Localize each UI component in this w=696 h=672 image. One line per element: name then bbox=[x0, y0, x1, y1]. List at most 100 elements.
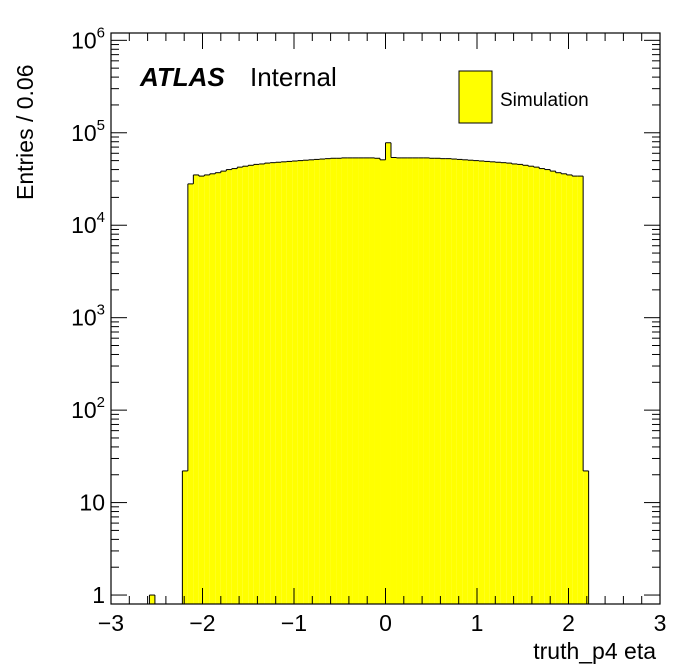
histogram-bin bbox=[495, 162, 501, 605]
legend-label: Simulation bbox=[500, 90, 589, 111]
axis-ticks bbox=[110, 33, 661, 604]
histogram-bin bbox=[401, 157, 408, 604]
histogram-bin bbox=[352, 157, 359, 604]
histogram-bin bbox=[561, 173, 567, 604]
y-tick-label: 106 bbox=[71, 24, 105, 53]
y-tick-label: 1 bbox=[92, 582, 105, 608]
histogram-bin bbox=[198, 176, 205, 604]
histogram-bin bbox=[484, 161, 490, 604]
x-tick-label: −1 bbox=[281, 610, 307, 636]
histogram-bin bbox=[319, 159, 326, 605]
histogram-bin bbox=[358, 157, 364, 604]
histogram-bin bbox=[336, 158, 342, 604]
histogram-bin bbox=[445, 158, 452, 604]
y-tick-labels: 1 10 102 103 104 105 106 bbox=[71, 24, 105, 608]
histogram-bin bbox=[550, 171, 556, 605]
histogram-bin bbox=[517, 164, 523, 604]
histogram-bin bbox=[292, 161, 298, 605]
histogram-bin bbox=[204, 174, 210, 604]
histogram-bars bbox=[148, 142, 590, 605]
histogram-bin bbox=[149, 595, 155, 604]
y-tick-label: 10 bbox=[79, 490, 105, 516]
y-tick-label: 105 bbox=[71, 117, 105, 146]
histogram-bin bbox=[242, 166, 249, 605]
histogram-bin bbox=[423, 157, 430, 604]
histogram-bin bbox=[369, 157, 375, 604]
histogram-bin bbox=[187, 183, 194, 604]
histogram-bin bbox=[478, 161, 485, 605]
histogram-bin bbox=[341, 157, 348, 604]
histogram-bin bbox=[380, 159, 386, 604]
histogram-bin bbox=[374, 158, 381, 604]
histogram-bin bbox=[572, 176, 578, 604]
histogram-bin bbox=[489, 161, 496, 605]
histogram-bin bbox=[286, 161, 293, 604]
histogram-bin bbox=[259, 163, 265, 605]
x-tick-label: −3 bbox=[98, 610, 124, 636]
histogram-bin bbox=[473, 160, 479, 604]
histogram-bin bbox=[325, 158, 331, 604]
histogram-bin bbox=[396, 157, 402, 604]
histogram-bin bbox=[220, 171, 227, 605]
histogram-bin bbox=[418, 157, 424, 604]
x-tick-label: 0 bbox=[379, 610, 392, 636]
y-tick-label: 102 bbox=[71, 394, 105, 423]
y-tick-label: 103 bbox=[71, 302, 105, 331]
histogram-bin bbox=[193, 174, 199, 604]
histogram-bin bbox=[231, 168, 238, 604]
internal-label: Internal bbox=[250, 62, 337, 92]
histogram-bin bbox=[429, 158, 435, 604]
x-tick-label: 3 bbox=[654, 610, 667, 636]
histogram-bin bbox=[270, 162, 276, 604]
histogram-bin bbox=[264, 163, 271, 605]
histogram-bin bbox=[209, 173, 216, 604]
histogram-bin bbox=[253, 164, 260, 604]
histogram-bin bbox=[440, 158, 446, 604]
x-tick-labels: −3 −2 −1 0 1 2 3 bbox=[98, 610, 667, 636]
histogram-bin bbox=[363, 157, 370, 604]
histogram-bin bbox=[385, 142, 391, 605]
histogram-bin bbox=[237, 167, 243, 604]
histogram-bin bbox=[314, 159, 320, 604]
histogram-bin bbox=[583, 470, 589, 604]
histogram-bin bbox=[281, 161, 287, 605]
x-tick-label: 1 bbox=[471, 610, 484, 636]
histogram-bin bbox=[511, 163, 518, 605]
histogram-bin bbox=[539, 168, 545, 604]
histogram-bin bbox=[451, 159, 457, 605]
histogram-bin bbox=[330, 158, 337, 604]
histogram-bin bbox=[390, 157, 397, 604]
x-tick-label: 2 bbox=[562, 610, 575, 636]
histogram-bin bbox=[506, 163, 512, 605]
histogram-bin bbox=[462, 159, 468, 604]
histogram-bin bbox=[226, 169, 232, 604]
histogram-bin bbox=[297, 160, 304, 604]
histogram-bin bbox=[308, 159, 315, 604]
x-axis-title: truth_p4 eta bbox=[533, 638, 656, 664]
histogram-bin bbox=[456, 159, 463, 604]
atlas-label: ATLAS bbox=[139, 62, 225, 92]
histogram-bin bbox=[528, 166, 534, 605]
histogram-bin bbox=[407, 157, 413, 604]
histogram-bin bbox=[500, 162, 507, 604]
histogram-bin bbox=[248, 165, 254, 605]
histogram-bin bbox=[555, 172, 562, 604]
x-tick-label: −2 bbox=[189, 610, 215, 636]
y-tick-label: 104 bbox=[71, 209, 105, 238]
histogram-bin bbox=[275, 162, 282, 605]
histogram-bin bbox=[533, 167, 540, 604]
histogram-bin bbox=[347, 157, 353, 604]
legend-swatch bbox=[458, 70, 493, 124]
histogram-bin bbox=[522, 165, 529, 605]
histogram-bin bbox=[215, 172, 221, 604]
histogram-bin bbox=[577, 176, 584, 604]
histogram-bin bbox=[182, 470, 188, 604]
histogram-bin bbox=[434, 158, 441, 604]
histogram-bin bbox=[412, 157, 419, 604]
histogram-bin bbox=[544, 169, 551, 604]
y-axis-title: Entries / 0.06 bbox=[12, 64, 38, 200]
histogram-bin bbox=[467, 160, 474, 604]
histogram-bin bbox=[566, 174, 573, 604]
histogram-bin bbox=[303, 160, 309, 604]
